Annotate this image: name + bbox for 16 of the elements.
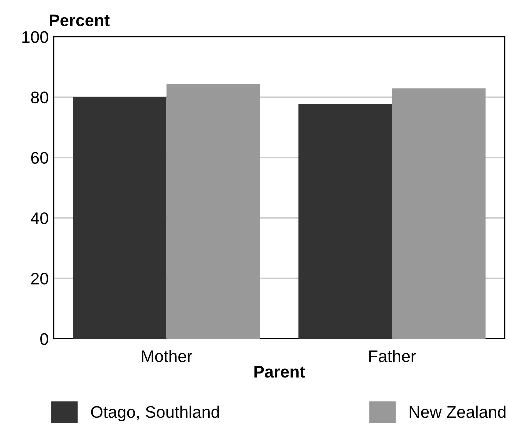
legend-label: New Zealand <box>410 406 506 418</box>
y-tick-label: 100 <box>22 31 48 44</box>
x-tick-label: Father <box>370 350 416 362</box>
legend-label: Otago, Southland <box>91 406 220 422</box>
y-tick-label: 40 <box>30 212 48 224</box>
x-tick-label: Mother <box>142 350 192 362</box>
bar <box>73 97 167 339</box>
x-axis-title: Parent <box>254 366 306 378</box>
y-tick-label: 60 <box>31 152 48 164</box>
y-tick-label: 80 <box>31 92 48 104</box>
y-axis-title: Percent <box>50 14 110 26</box>
bar <box>166 84 260 339</box>
bar <box>392 88 486 339</box>
y-tick-label: 20 <box>31 273 48 285</box>
bar <box>298 104 392 339</box>
y-tick-label: 0 <box>40 333 48 346</box>
